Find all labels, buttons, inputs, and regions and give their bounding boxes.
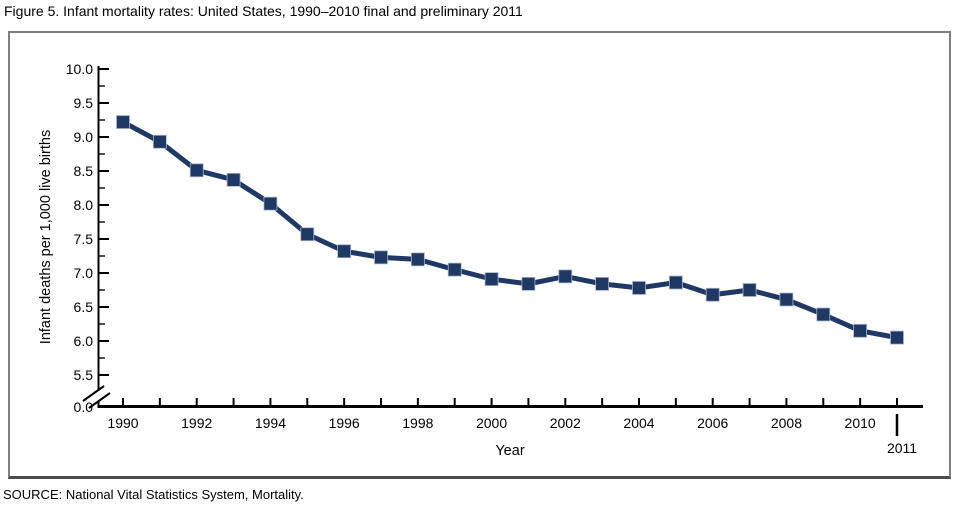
svg-text:5.5: 5.5 (74, 367, 94, 383)
axis-break-slash (88, 392, 111, 409)
data-point-1992 (189, 163, 204, 178)
data-point-2007 (742, 283, 757, 297)
axis-break-slash (82, 385, 105, 402)
chart-title: Figure 5. Infant mortality rates: United… (4, 3, 523, 19)
data-point-2006 (705, 287, 720, 302)
svg-text:7.0: 7.0 (74, 265, 94, 281)
svg-text:6.5: 6.5 (74, 299, 94, 315)
data-point-1996 (337, 244, 352, 259)
svg-text:10.0: 10.0 (66, 61, 93, 77)
svg-text:1992: 1992 (181, 415, 212, 431)
svg-text:9.0: 9.0 (74, 129, 94, 145)
svg-text:2008: 2008 (771, 415, 802, 431)
svg-text:8.0: 8.0 (74, 197, 94, 213)
chart-frame (8, 31, 951, 479)
y-axis-title: Infant deaths per 1,000 live births (38, 129, 54, 345)
svg-text:1994: 1994 (255, 415, 286, 431)
svg-text:2000: 2000 (476, 415, 507, 431)
svg-text:8.5: 8.5 (74, 163, 94, 179)
svg-text:9.5: 9.5 (74, 95, 94, 111)
data-point-2003 (595, 276, 610, 291)
data-point-1990 (116, 115, 130, 129)
svg-text:0.0: 0.0 (74, 399, 94, 415)
svg-text:2006: 2006 (697, 415, 728, 431)
data-point-1993 (226, 172, 241, 187)
series-line (121, 119, 898, 341)
data-point-1998 (410, 252, 425, 267)
y-axis: 10.0 9.5 9.0 8.5 8.0 7.5 7.0 6.5 6.0 5.5 0.0 (66, 61, 111, 415)
svg-text:2004: 2004 (623, 415, 654, 431)
x-axis: 1990 1992 1994 1996 1998 2000 2002 2004 2006 2008… (97, 398, 923, 456)
svg-text:7.5: 7.5 (74, 231, 94, 247)
svg-text:2002: 2002 (550, 415, 581, 431)
data-point-2001 (521, 276, 536, 291)
data-point-2000 (484, 272, 499, 287)
data-point-2010 (853, 323, 868, 338)
data-series (116, 115, 904, 345)
svg-text:1990: 1990 (107, 415, 138, 431)
svg-text:1998: 1998 (402, 415, 433, 431)
data-point-2009 (816, 307, 831, 322)
svg-text:2010: 2010 (845, 415, 876, 431)
data-point-2004 (632, 281, 646, 295)
svg-text:1996: 1996 (329, 415, 360, 431)
data-point-1994 (263, 196, 278, 211)
data-point-2002 (558, 269, 573, 284)
data-point-1991 (152, 134, 167, 149)
data-point-2011 (890, 330, 904, 345)
source-note: SOURCE: National Vital Statistics System… (3, 487, 304, 502)
data-point-1995 (300, 227, 315, 242)
svg-text:6.0: 6.0 (74, 333, 94, 349)
data-point-1997 (374, 250, 388, 265)
svg-text:2011: 2011 (887, 440, 917, 456)
data-point-1999 (447, 262, 462, 277)
data-point-2008 (779, 292, 794, 307)
data-point-2005 (668, 275, 683, 290)
x-axis-title: Year (495, 443, 525, 459)
